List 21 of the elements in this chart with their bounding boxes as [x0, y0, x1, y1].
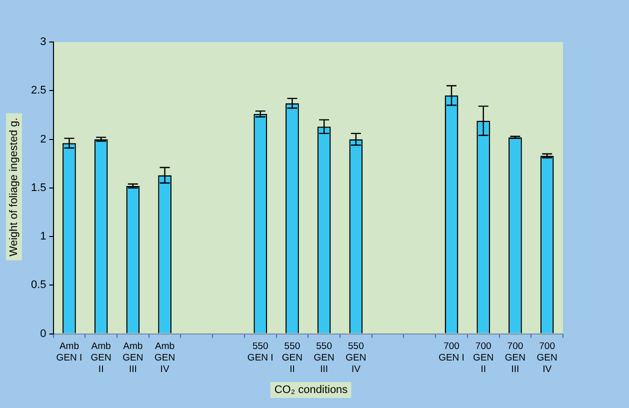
x-axis-title: CO₂ conditions	[270, 382, 352, 398]
y-tick-label: 2.5	[30, 84, 46, 97]
x-tick-label: Amb GEN IV	[154, 341, 176, 375]
x-tick-label: 700 GEN I	[438, 341, 464, 364]
y-tick-label: 1	[40, 230, 46, 243]
y-tick-label: 0	[40, 328, 46, 340]
x-tick-label: Amb GEN I	[56, 341, 82, 364]
x-tick-label: 700 GEN IV	[536, 341, 558, 375]
y-tick-label: 0.5	[30, 279, 46, 292]
x-tick-label: Amb GEN III	[122, 341, 144, 375]
y-tick-label: 1.5	[30, 182, 46, 194]
x-tick-label: 550 GEN II	[282, 341, 303, 375]
y-tick-label: 2	[40, 133, 46, 146]
y-tick-label: 3	[40, 36, 46, 48]
x-tick-label: 550 GEN IV	[346, 341, 366, 375]
x-tick-label: 550 GEN I	[247, 341, 274, 364]
x-tick-label: 700 GEN III	[504, 341, 526, 375]
x-tick-label: 700 GEN II	[473, 341, 494, 375]
x-tick-label: 550 GEN III	[314, 341, 335, 375]
x-tick-label: Amb GEN II	[90, 341, 112, 375]
y-axis-title: Weight of foliage ingested g.	[6, 114, 22, 260]
